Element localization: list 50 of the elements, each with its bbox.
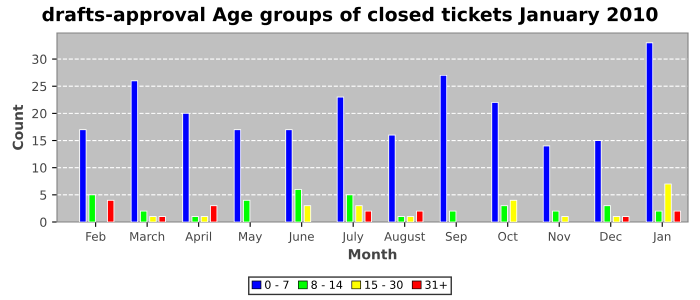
- y-tick-label: 20: [32, 108, 46, 118]
- bar: [622, 216, 630, 222]
- chart-title: drafts-approval Age groups of closed tickets January 2010: [42, 6, 658, 26]
- bar: [612, 216, 620, 222]
- y-tick-label: 15: [32, 136, 46, 146]
- bar: [364, 210, 372, 222]
- legend-label: 15 - 30: [365, 280, 403, 289]
- bar: [510, 200, 518, 222]
- legend-label: 0 - 7: [265, 280, 289, 289]
- x-tick-label: Feb: [86, 232, 106, 241]
- x-tick-label: Jan: [652, 232, 670, 244]
- y-tick-label: 30: [32, 54, 46, 64]
- x-tick-label: March: [130, 232, 164, 241]
- bar: [416, 210, 424, 222]
- legend-label: 31+: [425, 280, 447, 289]
- x-tick-label: Dec: [600, 232, 622, 241]
- bar: [149, 216, 157, 222]
- bar: [107, 200, 114, 222]
- bar: [243, 200, 250, 222]
- bar: [200, 216, 208, 222]
- x-tick-label: Oct: [498, 232, 518, 241]
- x-axis-title: Month: [348, 248, 396, 260]
- x-tick-label: April: [185, 232, 212, 244]
- bar: [140, 210, 148, 222]
- bar: [552, 210, 560, 222]
- x-tick-label: Nov: [548, 232, 570, 241]
- y-tick-label: 0: [40, 217, 46, 227]
- y-tick-label: 10: [32, 163, 46, 173]
- bar: [449, 210, 456, 222]
- y-tick-label: 5: [40, 190, 46, 200]
- x-tick-label: May: [239, 232, 262, 244]
- bar: [674, 210, 681, 222]
- x-tick-label: June: [288, 232, 314, 244]
- bar: [210, 205, 218, 222]
- bar: [500, 205, 508, 222]
- legend-label: 8 - 14: [311, 280, 342, 289]
- bar: [398, 216, 405, 222]
- bar: [604, 205, 611, 222]
- bar: [355, 205, 363, 222]
- bar: [561, 216, 569, 222]
- x-tick-label: July: [342, 232, 364, 244]
- x-tick-label: Sep: [446, 232, 467, 244]
- bar: [158, 216, 166, 222]
- bar: [406, 216, 414, 222]
- y-tick-label: 25: [32, 82, 46, 92]
- bar: [304, 205, 312, 222]
- x-tick-label: August: [384, 232, 426, 244]
- bar: [655, 210, 662, 222]
- y-axis-title: Count: [12, 104, 24, 150]
- bar: [192, 216, 199, 222]
